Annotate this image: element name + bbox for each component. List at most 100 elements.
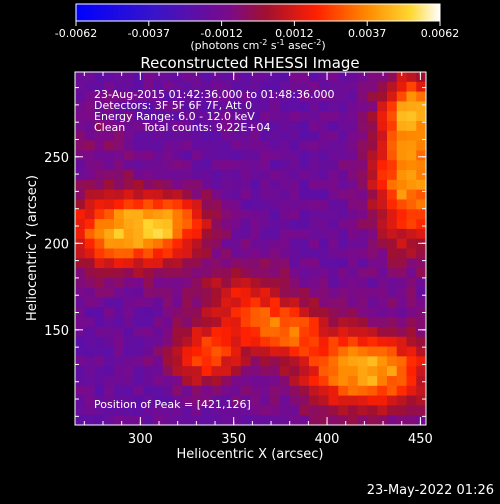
heatmap-cell xyxy=(201,150,213,161)
heatmap-cell xyxy=(172,219,183,230)
heatmap-cell xyxy=(143,395,154,406)
heatmap-cell xyxy=(289,209,300,220)
heatmap-cell xyxy=(377,287,388,299)
heatmap-cell xyxy=(133,228,144,240)
heatmap-cell xyxy=(318,170,330,181)
heatmap-cell xyxy=(114,336,125,348)
heatmap-cell xyxy=(270,258,281,269)
heatmap-cell xyxy=(104,287,115,299)
heatmap-cell xyxy=(377,317,388,328)
heatmap-cell xyxy=(192,395,203,406)
heatmap-cell xyxy=(240,150,252,161)
heatmap-cell xyxy=(250,415,261,425)
heatmap-cell xyxy=(318,130,330,142)
heatmap-cell xyxy=(84,121,96,132)
heatmap-cell xyxy=(299,268,310,279)
heatmap-cell xyxy=(299,130,310,142)
heatmap-cell xyxy=(328,268,339,279)
heatmap-cell xyxy=(250,366,261,377)
heatmap-cell xyxy=(153,111,164,122)
heatmap-cell xyxy=(94,248,105,259)
heatmap-cell xyxy=(260,317,271,328)
heatmap-cell xyxy=(260,111,271,122)
heatmap-cell xyxy=(231,248,242,259)
heatmap-cell xyxy=(416,111,426,122)
heatmap-cell xyxy=(299,346,310,357)
heatmap-cell xyxy=(211,170,222,181)
heatmap-cell xyxy=(318,375,330,387)
heatmap-cell xyxy=(143,219,154,230)
heatmap-cell xyxy=(406,238,417,250)
heatmap-cell xyxy=(240,297,252,308)
heatmap-cell xyxy=(289,219,300,230)
heatmap-cell xyxy=(416,268,426,279)
heatmap-cell xyxy=(396,179,408,191)
heatmap-cell xyxy=(357,219,369,230)
heatmap-cell xyxy=(104,356,115,367)
heatmap-cell xyxy=(240,268,252,279)
heatmap-cell xyxy=(367,405,378,416)
heatmap-cell xyxy=(104,81,115,93)
heatmap-cell xyxy=(231,277,242,289)
heatmap-cell xyxy=(94,179,105,191)
heatmap-cell xyxy=(133,317,144,328)
heatmap-cell xyxy=(396,346,408,357)
heatmap-cell xyxy=(75,209,86,220)
heatmap-cell xyxy=(192,91,203,103)
heatmap-cell xyxy=(387,209,398,220)
heatmap-cell xyxy=(416,228,426,240)
heatmap-cell xyxy=(367,238,378,250)
heatmap-cell xyxy=(172,170,183,181)
heatmap-cell xyxy=(114,287,125,299)
heatmap-cell xyxy=(211,248,222,259)
heatmap-cell xyxy=(328,277,339,289)
heatmap-cell xyxy=(84,160,96,171)
heatmap-cell xyxy=(260,385,271,397)
heatmap-cell xyxy=(299,405,310,416)
heatmap-cell xyxy=(133,326,144,338)
heatmap-cell xyxy=(231,101,242,112)
heatmap-cell xyxy=(396,258,408,269)
heatmap-cell xyxy=(182,160,193,171)
heatmap-cell xyxy=(153,219,164,230)
heatmap xyxy=(75,72,426,425)
heatmap-cell xyxy=(270,238,281,250)
heatmap-cell xyxy=(75,111,86,122)
heatmap-cell xyxy=(84,287,96,299)
heatmap-cell xyxy=(396,170,408,181)
heatmap-cell xyxy=(279,415,291,425)
heatmap-cell xyxy=(143,101,154,112)
heatmap-cell xyxy=(211,189,222,201)
heatmap-cell xyxy=(192,111,203,122)
heatmap-cell xyxy=(201,277,213,289)
heatmap-cell xyxy=(123,140,135,152)
heatmap-cell xyxy=(309,130,320,142)
heatmap-cell xyxy=(348,346,359,357)
heatmap-cell xyxy=(250,219,261,230)
heatmap-cell xyxy=(231,72,242,83)
heatmap-cell xyxy=(211,346,222,357)
heatmap-cell xyxy=(240,287,252,299)
heatmap-cell xyxy=(192,150,203,161)
heatmap-cell xyxy=(201,346,213,357)
heatmap-cell xyxy=(338,415,349,425)
heatmap-cell xyxy=(104,209,115,220)
heatmap-cell xyxy=(94,150,105,161)
heatmap-cell xyxy=(387,199,398,210)
heatmap-cell xyxy=(406,170,417,181)
heatmap-cell xyxy=(367,130,378,142)
heatmap-cell xyxy=(270,209,281,220)
heatmap-cell xyxy=(231,258,242,269)
heatmap-cell xyxy=(240,72,252,83)
heatmap-cell xyxy=(84,130,96,142)
heatmap-cell xyxy=(75,405,86,416)
heatmap-cell xyxy=(84,189,96,201)
heatmap-cell xyxy=(270,160,281,171)
heatmap-cell xyxy=(387,150,398,161)
heatmap-cell xyxy=(182,111,193,122)
heatmap-cell xyxy=(309,91,320,103)
colorbar xyxy=(75,3,441,22)
heatmap-cell xyxy=(75,336,86,348)
heatmap-cell xyxy=(309,228,320,240)
heatmap-cell xyxy=(162,385,174,397)
